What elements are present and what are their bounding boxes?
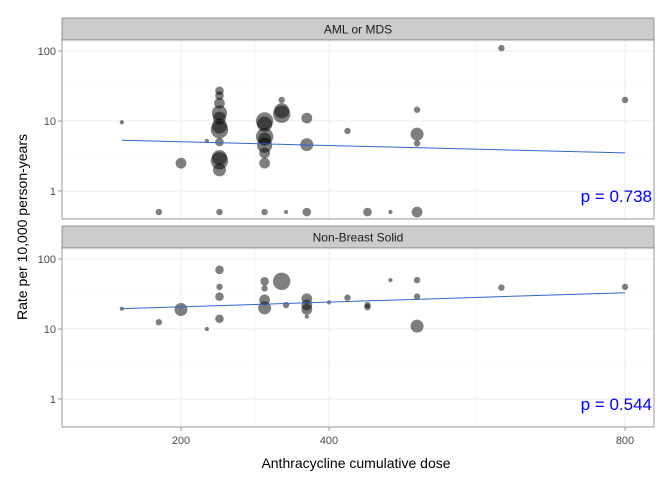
panel-border <box>61 39 655 220</box>
data-point <box>214 97 225 109</box>
data-point <box>363 207 372 217</box>
y-tick-label: 10 <box>44 324 56 336</box>
plot-background <box>62 248 654 427</box>
data-point <box>215 91 224 100</box>
data-point <box>215 314 224 324</box>
data-point <box>259 157 271 169</box>
data-point <box>413 106 421 113</box>
data-point <box>364 303 371 311</box>
x-axis-title: Anthracycline cumulative dose <box>261 455 450 471</box>
data-point <box>413 140 421 147</box>
y-tick-label: 1 <box>50 394 56 406</box>
y-tick-label: 100 <box>38 254 56 266</box>
panels-layer: AML or MDS 1 10 100 p = 0.738 Non-Breast Soli… <box>38 17 655 428</box>
points-layer <box>119 265 629 333</box>
data-point <box>119 120 124 125</box>
data-point <box>216 283 223 291</box>
points-layer <box>119 44 629 218</box>
data-point <box>413 276 421 284</box>
data-point <box>257 137 273 153</box>
y-axis-title: Rate per 10,000 person-years <box>14 134 30 320</box>
x-tick-label: 400 <box>320 435 338 447</box>
data-point <box>301 112 313 124</box>
x-axis: 200 400 800 <box>172 427 634 447</box>
data-point <box>411 206 423 218</box>
data-point <box>621 283 629 291</box>
p-value-annotation: p = 0.544 <box>581 395 652 414</box>
strip-label: AML or MDS <box>324 23 392 37</box>
data-point <box>302 207 312 217</box>
data-point <box>301 304 313 315</box>
panel-2: Non-Breast Solid 1 10 100 p = 0.544 <box>38 225 655 428</box>
panel-border <box>61 247 655 428</box>
y-tick-label: 1 <box>50 186 56 198</box>
data-point <box>215 292 224 301</box>
p-value-annotation: p = 0.738 <box>581 187 652 206</box>
data-point <box>344 127 351 135</box>
data-point <box>272 272 291 291</box>
data-point <box>261 208 268 216</box>
data-point <box>272 105 291 123</box>
data-point <box>212 163 226 177</box>
data-point <box>621 96 629 104</box>
data-point <box>410 127 424 141</box>
data-point <box>304 314 309 319</box>
data-point <box>260 277 269 286</box>
data-point <box>282 301 290 309</box>
data-point <box>388 277 393 283</box>
data-point <box>215 137 224 147</box>
plot-background <box>62 40 654 219</box>
data-point <box>413 293 421 300</box>
data-point <box>204 326 209 332</box>
data-point <box>174 302 188 316</box>
data-point <box>155 208 162 216</box>
data-point <box>410 319 424 333</box>
data-point <box>216 208 223 216</box>
data-point <box>175 157 187 169</box>
data-point <box>257 116 273 132</box>
data-point <box>210 121 229 139</box>
x-tick-label: 200 <box>172 435 190 447</box>
fit-line <box>121 292 626 310</box>
strip-label: Non-Breast Solid <box>313 231 404 245</box>
fit-line <box>121 139 626 154</box>
data-point <box>155 319 162 326</box>
x-tick-label: 800 <box>616 435 634 447</box>
data-point <box>278 96 285 104</box>
data-point <box>259 147 271 159</box>
y-tick-label: 100 <box>38 46 56 58</box>
data-point <box>388 209 393 215</box>
data-point <box>258 301 272 315</box>
data-point <box>498 284 505 291</box>
data-point <box>283 209 289 215</box>
data-point <box>498 44 505 52</box>
data-point <box>344 294 351 301</box>
y-tick-label: 10 <box>44 116 56 128</box>
data-point <box>215 265 224 275</box>
data-point <box>261 285 268 292</box>
panel-1: AML or MDS 1 10 100 p = 0.738 <box>38 17 655 220</box>
